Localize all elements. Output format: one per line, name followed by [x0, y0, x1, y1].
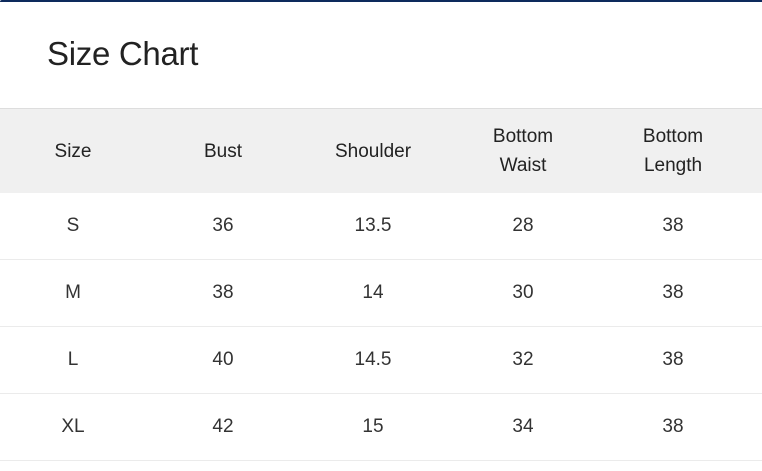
table-cell: 14.5 — [298, 326, 448, 394]
table-cell: 28 — [448, 193, 598, 260]
column-header: Size — [0, 108, 148, 193]
table-cell: 36 — [148, 193, 298, 260]
table-cell: 15 — [298, 393, 448, 461]
table-cell: 38 — [598, 326, 748, 394]
column-header: Bottom Length — [598, 108, 748, 193]
table-cell: 14 — [298, 259, 448, 327]
table-cell: 38 — [598, 393, 748, 461]
table-cell: M — [0, 259, 148, 327]
table-cell: 30 — [448, 259, 598, 327]
table-row: XL 42 15 34 38 — [0, 393, 762, 461]
row-filler — [748, 393, 762, 461]
size-chart-table: Size Bust Shoulder Bottom Waist Bottom Lengt… — [0, 108, 762, 461]
table-cell: 13.5 — [298, 193, 448, 260]
row-filler — [748, 193, 762, 260]
column-header: Shoulder — [298, 108, 448, 193]
table-cell: S — [0, 193, 148, 260]
column-header: Bottom Waist — [448, 108, 598, 193]
table-row: L 40 14.5 32 38 — [0, 326, 762, 394]
table-cell: 34 — [448, 393, 598, 461]
header-filler — [748, 108, 762, 193]
table-cell: 40 — [148, 326, 298, 394]
table-cell: 42 — [148, 393, 298, 461]
row-filler — [748, 259, 762, 327]
table-header-row: Size Bust Shoulder Bottom Waist Bottom Lengt… — [0, 108, 762, 193]
top-border — [0, 0, 762, 2]
table-cell: L — [0, 326, 148, 394]
table-cell: XL — [0, 393, 148, 461]
row-filler — [748, 326, 762, 394]
column-header: Bust — [148, 108, 298, 193]
page-title: Size Chart — [47, 35, 199, 72]
table-cell: 38 — [598, 193, 748, 260]
table-row: S 36 13.5 28 38 — [0, 193, 762, 260]
table-cell: 38 — [148, 259, 298, 327]
table-cell: 32 — [448, 326, 598, 394]
table-cell: 38 — [598, 259, 748, 327]
table-row: M 38 14 30 38 — [0, 259, 762, 327]
